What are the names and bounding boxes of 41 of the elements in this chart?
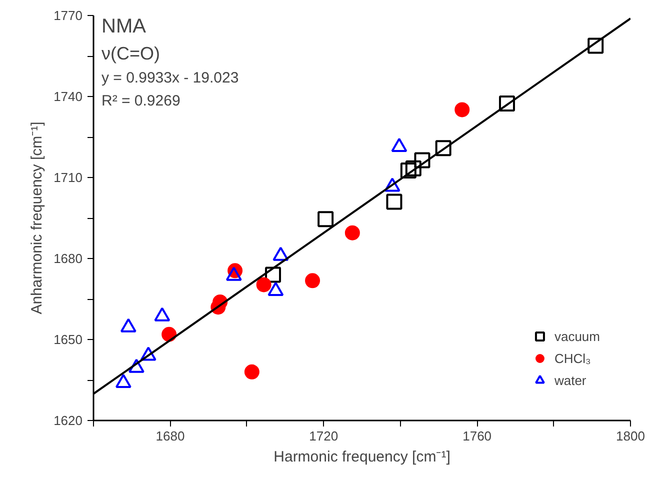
point	[265, 266, 282, 283]
legend-label: vacuum	[554, 328, 600, 344]
legend-label: CHCl₃	[554, 350, 591, 366]
y-tick-label: 1740	[54, 89, 82, 104]
y-tick-label: 1680	[54, 251, 82, 266]
point	[386, 194, 402, 210]
y-tick-label: 1620	[54, 413, 82, 428]
y-axis-title: Anharmonic frequency [cm⁻¹]	[28, 122, 46, 314]
point	[115, 374, 132, 388]
annotation: R² = 0.9269	[102, 92, 180, 110]
point	[435, 140, 452, 156]
annotation: ν(C=O)	[102, 44, 160, 64]
point	[256, 277, 272, 292]
point	[244, 364, 260, 380]
point	[120, 318, 136, 332]
x-tick-label: 1760	[462, 428, 492, 444]
point	[400, 162, 416, 178]
point	[140, 346, 156, 361]
x-axis-title: Harmonic frequency [cm⁻¹]	[274, 448, 450, 466]
point	[414, 152, 430, 168]
point	[588, 38, 604, 54]
point	[272, 246, 289, 261]
x-tick-label: 1800	[616, 428, 645, 444]
point	[405, 160, 422, 176]
x-tick-label: 1720	[309, 428, 338, 444]
y-tick-label: 1650	[54, 332, 82, 347]
point	[498, 96, 515, 112]
point	[268, 282, 284, 296]
legend-label: water	[554, 372, 586, 388]
point	[318, 211, 334, 228]
x-tick-label: 1680	[156, 428, 185, 444]
point	[128, 358, 144, 373]
annotation: NMA	[102, 16, 147, 38]
y-tick-label: 1710	[54, 170, 82, 185]
annotation: y = 0.9933x - 19.023	[102, 70, 239, 86]
point	[454, 102, 470, 118]
y-tick-label: 1770	[54, 8, 82, 23]
point	[154, 307, 170, 322]
point	[305, 273, 320, 288]
point	[344, 225, 360, 240]
point	[226, 266, 242, 281]
